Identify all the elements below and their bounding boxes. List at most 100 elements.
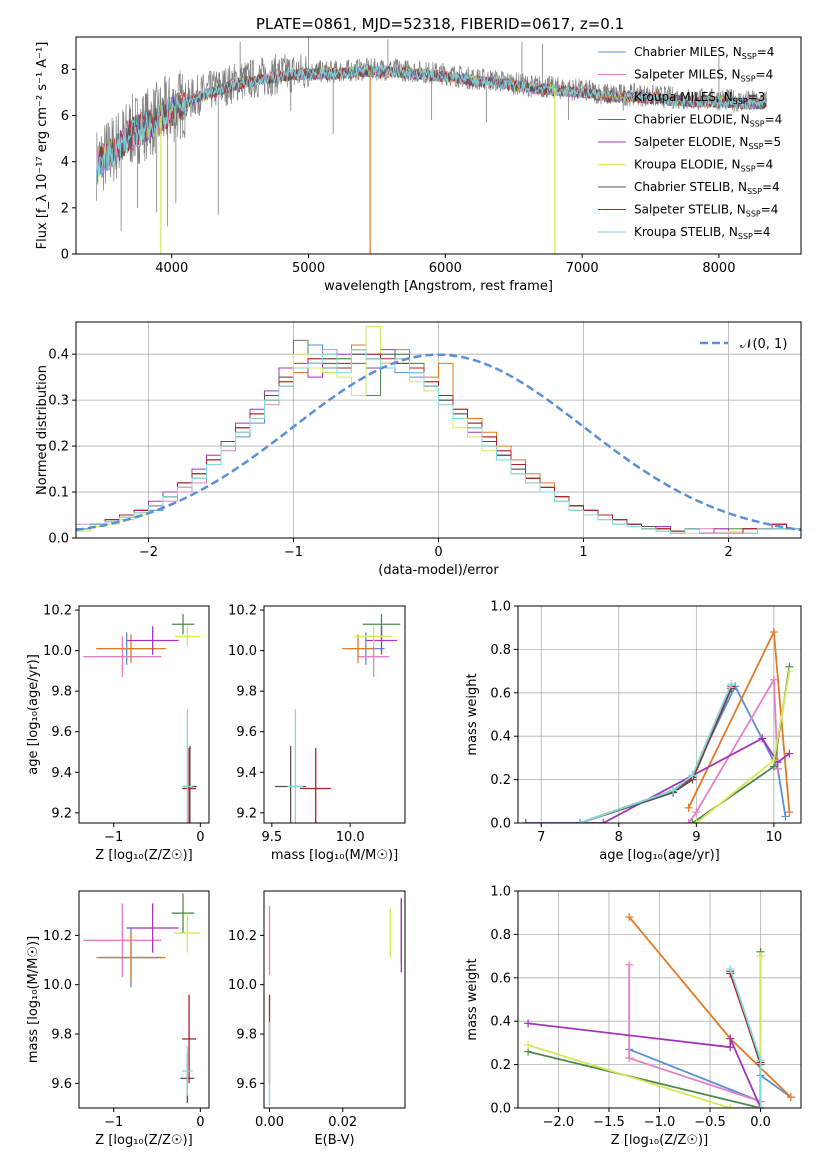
y-tick-label: 9.6 <box>51 725 72 740</box>
figure-title: PLATE=0861, MJD=52318, FIBERID=0617, z=0… <box>256 15 624 33</box>
x-tick-label: 8000 <box>702 261 735 276</box>
legend-subscript: SSP <box>741 75 756 84</box>
mass-weight-line <box>729 971 762 1108</box>
x-tick-label: 4000 <box>155 261 188 276</box>
axes-frame <box>78 890 210 1109</box>
y-tick-label: 8 <box>61 63 69 78</box>
y-tick-label: 0.3 <box>48 394 69 409</box>
legend-nssp: =4 <box>762 180 780 194</box>
x-tick-label: 0 <box>434 545 442 560</box>
plot-area <box>521 628 794 823</box>
y-tick-label: 10.0 <box>228 978 257 993</box>
y-tick-label: 10.0 <box>228 644 257 659</box>
legend-label: Kroupa STELIB, NSSP=4 <box>634 225 771 241</box>
legend-name: Salpeter ELODIE, N <box>634 135 748 149</box>
y-axis-label: mass [log₁₀(M/M☉)] <box>26 936 41 1063</box>
x-tick-label: 0 <box>196 830 204 845</box>
histogram-step <box>76 349 801 538</box>
y-tick-label: 9.4 <box>236 766 257 781</box>
y-tick-label: 0.2 <box>48 440 69 455</box>
panel-age-vs-Z: −1 0 9.2 9.4 9.6 9.8 10.0 10.2 Z [log₁₀(Z/Z☉)] ag… <box>26 604 210 863</box>
x-tick-label: 0 <box>196 1115 204 1130</box>
x-axis-label: Z [log₁₀(Z/Z☉)] <box>95 1133 192 1148</box>
x-tick-label: −1 <box>104 830 123 845</box>
y-tick-label: 9.2 <box>236 806 257 821</box>
plot-area <box>83 614 201 823</box>
x-tick-label: 0.00 <box>255 1115 284 1130</box>
plot-area <box>83 893 201 1104</box>
y-tick-label: 9.8 <box>236 1028 257 1043</box>
y-tick-label: 1.0 <box>490 885 511 900</box>
x-tick-label: 8 <box>615 830 623 845</box>
normal-curve <box>76 353 801 532</box>
y-axis-label: age [log₁₀(age/yr)] <box>26 654 41 775</box>
legend-name: Kroupa ELODIE, N <box>634 158 741 172</box>
plot-area <box>268 898 402 1106</box>
plot-area <box>96 37 768 254</box>
mass-weight-line <box>527 956 762 1108</box>
axes-frame <box>263 890 406 1109</box>
y-tick-label: 0.0 <box>490 817 511 832</box>
legend-label: Kroupa MILES, NSSP=3 <box>634 90 765 106</box>
legend-subscript: SSP <box>747 187 762 196</box>
y-tick-label: 0 <box>61 248 69 263</box>
legend-label: Chabrier ELODIE, NSSP=4 <box>634 113 782 129</box>
legend-subscript: SSP <box>738 232 753 241</box>
legend-name: Salpeter MILES, N <box>634 68 741 82</box>
legend-nssp: =4 <box>761 203 779 217</box>
y-tick-label: 0.6 <box>490 686 511 701</box>
legend-label: 𝒩(0, 1) <box>740 337 787 352</box>
y-tick-label: 0.4 <box>490 1015 511 1030</box>
y-tick-label: 0.0 <box>48 532 69 547</box>
y-tick-label: 0.8 <box>490 643 511 658</box>
y-axis-label: Flux [f_λ 10⁻¹⁷ erg cm⁻² s⁻¹ A⁻¹] <box>35 42 50 250</box>
legend-subscript: SSP <box>750 120 765 129</box>
legend-label: Salpeter MILES, NSSP=4 <box>634 68 773 84</box>
legend-nssp: =4 <box>756 158 774 172</box>
panel-residuals: −2 −1 0 1 2 0.0 0.1 0.2 0.3 0.4 (data-model)/error… <box>35 321 802 578</box>
x-tick-label: −1 <box>104 1115 123 1130</box>
x-tick-label: −1 <box>284 545 303 560</box>
x-tick-label: 0.0 <box>750 1115 771 1130</box>
x-tick-label: 5000 <box>292 261 325 276</box>
mass-weight-line <box>729 968 762 1108</box>
y-tick-label: 10.2 <box>43 929 72 944</box>
y-tick-label: 0.1 <box>48 486 69 501</box>
legend-subscript: SSP <box>733 97 748 106</box>
y-axis-label: mass weight <box>465 958 480 1040</box>
y-tick-label: 9.2 <box>51 806 72 821</box>
y-axis-label: mass weight <box>465 673 480 755</box>
y-tick-label: 1.0 <box>490 600 511 615</box>
mass-weight-line <box>527 1022 762 1108</box>
x-axis-label: wavelength [Angstrom, rest frame] <box>324 279 553 294</box>
x-tick-label: 10.0 <box>336 830 365 845</box>
x-axis-label: (data-model)/error <box>378 563 499 578</box>
x-axis-label: Z [log₁₀(Z/Z☉)] <box>611 1133 708 1148</box>
legend-nssp: =4 <box>753 225 771 239</box>
x-tick-label: −2.0 <box>543 1115 575 1130</box>
mass-weight-line <box>729 973 762 1108</box>
x-tick-label: 2 <box>724 545 732 560</box>
axes-frame <box>75 36 802 255</box>
y-tick-label: 9.6 <box>51 1077 72 1092</box>
x-tick-label: −0.5 <box>694 1115 726 1130</box>
y-axis-label: Normed distribution <box>35 365 50 495</box>
x-tick-label: 10 <box>766 830 783 845</box>
x-tick-label: 0.02 <box>328 1115 357 1130</box>
x-tick-label: −1.0 <box>644 1115 676 1130</box>
plot-area <box>76 326 801 538</box>
y-tick-label: 9.8 <box>236 685 257 700</box>
mass-weight-line <box>527 951 762 1108</box>
plot-area <box>524 913 795 1108</box>
x-tick-label: 7 <box>537 830 545 845</box>
legend-name: Salpeter STELIB, N <box>634 203 746 217</box>
y-tick-label: 0.0 <box>490 1102 511 1117</box>
y-tick-label: 0.8 <box>490 928 511 943</box>
y-tick-label: 2 <box>61 201 69 216</box>
x-axis-label: E(B-V) <box>314 1133 354 1148</box>
plot-area <box>274 614 401 823</box>
x-tick-label: 9 <box>692 830 700 845</box>
legend: 𝒩(0, 1) <box>700 337 787 352</box>
